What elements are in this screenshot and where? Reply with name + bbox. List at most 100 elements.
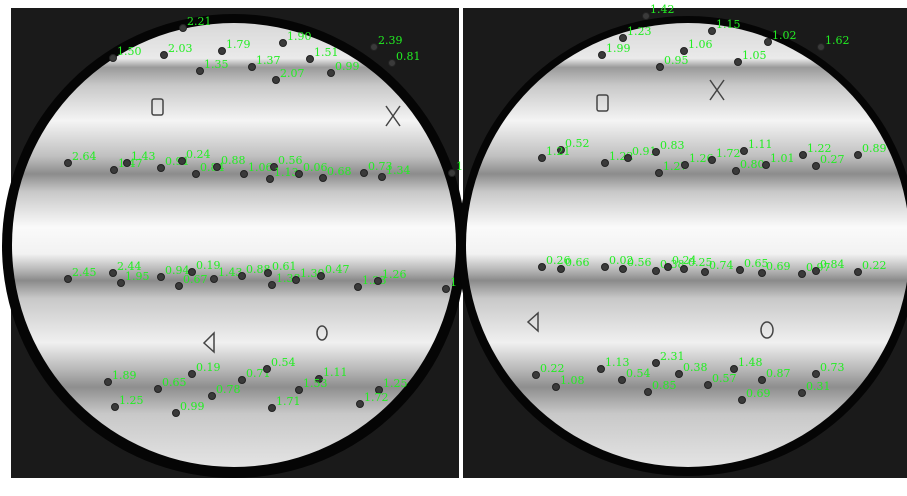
- point: [110, 270, 117, 277]
- point: [267, 176, 274, 183]
- point-label: 0.19: [196, 259, 221, 272]
- point: [293, 277, 300, 284]
- point: [320, 175, 327, 182]
- point: [189, 371, 196, 378]
- point: [620, 35, 627, 42]
- point: [800, 152, 807, 159]
- point: [214, 164, 221, 171]
- point-label: 0.69: [746, 387, 771, 400]
- point-label: 1.25: [119, 394, 144, 407]
- point-label: 0.84: [820, 258, 845, 271]
- point-label: 1.25: [383, 377, 408, 390]
- left-field: [12, 23, 456, 467]
- point: [539, 155, 546, 162]
- point-label: 0.69: [766, 260, 791, 273]
- point: [682, 162, 689, 169]
- point: [602, 264, 609, 271]
- point-label: 0.78: [216, 383, 241, 396]
- point: [269, 282, 276, 289]
- point: [709, 28, 716, 35]
- point: [599, 52, 606, 59]
- point: [735, 59, 742, 66]
- point-label: 1.13: [274, 166, 299, 179]
- point-label: 1.62: [825, 34, 850, 47]
- point-label: 2.21: [187, 15, 212, 28]
- point-label: 0.81: [396, 50, 421, 63]
- point-label: 1.79: [226, 38, 251, 51]
- point: [249, 64, 256, 71]
- point-label: 0.85: [652, 379, 677, 392]
- point-label: 1.43: [131, 150, 156, 163]
- point: [619, 377, 626, 384]
- point-label: 1.99: [606, 42, 631, 55]
- point-label: 2.39: [378, 34, 403, 47]
- point-label: 1.51: [314, 46, 339, 59]
- point: [602, 160, 609, 167]
- point-label: 1.72: [716, 147, 741, 160]
- point: [799, 271, 806, 278]
- point-label: 1.53: [303, 377, 328, 390]
- point: [676, 371, 683, 378]
- point-label: 1.89: [112, 369, 137, 382]
- point-label: 0.27: [820, 153, 845, 166]
- point: [625, 155, 632, 162]
- scene: 2.211.502.031.791.901.351.371.512.070.99…: [0, 0, 907, 492]
- point: [161, 52, 168, 59]
- page: 2.211.502.031.791.901.351.371.512.070.99…: [0, 0, 907, 492]
- point-label: 1.48: [738, 356, 763, 369]
- point: [211, 276, 218, 283]
- point-label: 1.72: [364, 391, 389, 404]
- point: [645, 389, 652, 396]
- point: [118, 280, 125, 287]
- point-label: 1.23: [627, 25, 652, 38]
- point-label: 0.65: [162, 376, 187, 389]
- point-label: 1.08: [560, 374, 585, 387]
- point: [105, 379, 112, 386]
- point-label: 2.64: [72, 150, 97, 163]
- point: [239, 273, 246, 280]
- point-label: 0.89: [862, 142, 887, 155]
- point: [813, 371, 820, 378]
- point: [158, 165, 165, 172]
- point-label: 0.80: [740, 158, 765, 171]
- point-label: 1.05: [742, 49, 767, 62]
- point-label: 0.68: [327, 165, 352, 178]
- point-label: 1.42: [650, 3, 675, 16]
- point-label: 1.15: [716, 18, 741, 31]
- point: [558, 266, 565, 273]
- point: [443, 286, 450, 293]
- point: [653, 268, 660, 275]
- point: [307, 56, 314, 63]
- point: [665, 264, 672, 271]
- point: [813, 163, 820, 170]
- point-label: 1.50: [117, 45, 142, 58]
- point: [241, 171, 248, 178]
- point-label: 0.54: [626, 367, 651, 380]
- point: [533, 372, 540, 379]
- point-label: 1.11: [748, 138, 773, 151]
- point: [273, 77, 280, 84]
- point: [328, 70, 335, 77]
- point-label: 0.73: [820, 361, 845, 374]
- point-label: 0.22: [862, 259, 887, 272]
- point: [739, 397, 746, 404]
- point: [219, 48, 226, 55]
- point: [653, 360, 660, 367]
- point: [553, 384, 560, 391]
- point-label: 2.03: [168, 42, 193, 55]
- point-label: 0.74: [709, 259, 734, 272]
- point: [193, 171, 200, 178]
- point-label: 2.31: [660, 350, 685, 363]
- point: [656, 170, 663, 177]
- point: [681, 266, 688, 273]
- point: [741, 148, 748, 155]
- point-label: 1.35: [204, 58, 229, 71]
- point-label: 1.02: [772, 29, 797, 42]
- point-label: 0.56: [627, 256, 652, 269]
- point-label: 0.06: [303, 161, 328, 174]
- point: [357, 401, 364, 408]
- point: [449, 170, 456, 177]
- point: [269, 405, 276, 412]
- point: [296, 171, 303, 178]
- point-label: 0.88: [221, 154, 246, 167]
